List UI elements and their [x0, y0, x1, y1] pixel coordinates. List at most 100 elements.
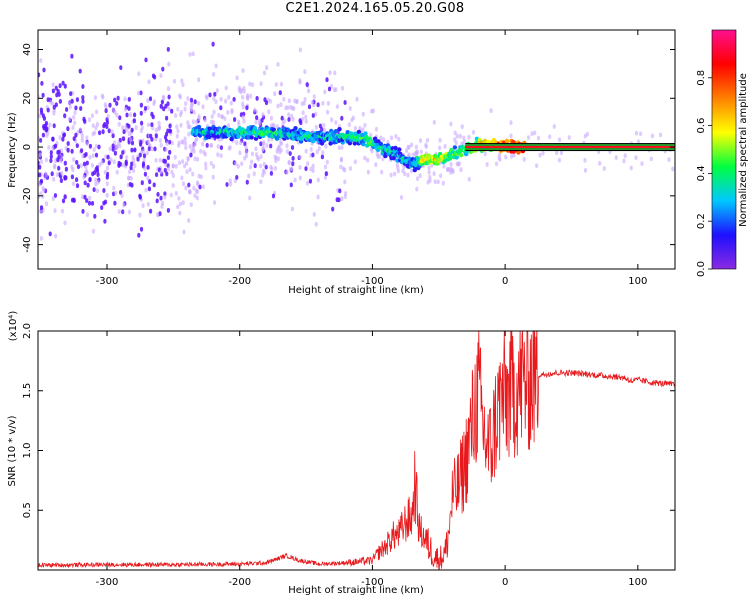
- spectrogram-speckle: [102, 123, 106, 129]
- spectrogram-speckle: [150, 146, 154, 152]
- spectrogram-speckle: [203, 117, 207, 123]
- spectrogram-speckle: [298, 118, 302, 124]
- spectrogram-speckle: [260, 118, 264, 123]
- spectrogram-speckle: [72, 181, 76, 187]
- spectrogram-speckle: [262, 161, 266, 167]
- spectrogram-speckle: [38, 113, 42, 119]
- spectrogram-y-axis-title: Frequency (Hz): [7, 112, 18, 188]
- spectrogram-speckle: [133, 163, 137, 169]
- spectrogram-speckle: [90, 113, 94, 119]
- spectrogram-speckle: [187, 182, 191, 188]
- spectrogram-speckle: [157, 124, 161, 130]
- spectrogram-speckle: [278, 90, 282, 96]
- spectrogram-speckle: [159, 169, 163, 175]
- spectrogram-speckle: [105, 165, 110, 171]
- spectrogram-speckle: [467, 134, 471, 140]
- spectrogram-speckle: [115, 169, 119, 175]
- spectrogram-speckle: [213, 200, 217, 206]
- spectrogram-speckle: [192, 109, 196, 115]
- spectrogram-speckle: [72, 136, 76, 142]
- spectrogram-speckle: [209, 143, 213, 148]
- spectrogram-speckle: [129, 112, 133, 117]
- spectrogram-speckle: [538, 152, 542, 158]
- spectrogram-speckle: [158, 211, 162, 217]
- spectrogram-speckle: [61, 80, 65, 86]
- spectrogram-speckle: [162, 106, 166, 112]
- spectrogram-speckle: [213, 91, 217, 97]
- spectrogram-speckle: [183, 136, 187, 142]
- spectrogram-speckle: [186, 124, 190, 129]
- spectrogram-speckle: [267, 137, 271, 143]
- spectrogram-speckle: [228, 145, 232, 151]
- spectrogram-speckle: [85, 160, 89, 166]
- spectrogram-speckle: [167, 94, 171, 100]
- spectrogram-speckle: [649, 156, 653, 162]
- spectrogram-speckle: [212, 164, 216, 169]
- spectrogram-speckle: [255, 115, 259, 121]
- spectrogram-speckle: [240, 161, 244, 167]
- spectrogram-speckle: [61, 136, 65, 142]
- spectrogram-speckle: [82, 174, 86, 180]
- spectrogram-speckle: [355, 96, 359, 102]
- spectrogram-speckle: [104, 104, 108, 110]
- spectrogram-speckle: [44, 201, 49, 207]
- spectrogram-speckle: [323, 164, 328, 170]
- spectrogram-speckle: [410, 142, 414, 148]
- spectrogram-x-tick-label: -100: [361, 276, 384, 287]
- spectrogram-speckle: [239, 140, 243, 146]
- spectrogram-speckle: [115, 101, 119, 106]
- spectrogram-band-point: [447, 156, 453, 161]
- spectrogram-speckle: [366, 169, 370, 175]
- spectrogram-speckle: [288, 151, 292, 156]
- spectrogram-speckle: [88, 154, 92, 160]
- spectrogram-speckle: [174, 163, 178, 169]
- spectrogram-x-tick-label: 0: [502, 276, 508, 287]
- spectrogram-speckle: [451, 169, 455, 175]
- spectrogram-speckle: [230, 108, 234, 113]
- spectrogram-speckle: [436, 179, 440, 185]
- snr-x-axis-title: Height of straight line (km): [288, 585, 424, 596]
- spectrogram-speckle: [80, 148, 84, 154]
- spectrogram-speckle: [162, 95, 166, 101]
- colorbar-tick-label: 0.4: [696, 165, 707, 181]
- spectrogram-speckle: [64, 166, 68, 172]
- spectrogram-speckle: [351, 115, 355, 121]
- spectrogram-speckle: [94, 181, 98, 187]
- spectrogram-y-tick-label: 20: [22, 92, 33, 105]
- spectrogram-speckle: [87, 117, 92, 123]
- spectrogram-band-point: [387, 145, 392, 150]
- spectrogram-speckle: [53, 163, 57, 169]
- spectrogram-speckle: [70, 174, 74, 180]
- spectrogram-speckle: [219, 145, 223, 151]
- colorbar-tick-label: 0.8: [696, 70, 707, 86]
- spectrogram-speckle: [163, 134, 168, 140]
- spectrogram-band-point: [249, 135, 254, 140]
- spectrogram-speckle: [160, 204, 164, 209]
- spectrogram-speckle: [59, 158, 63, 164]
- spectrogram-speckle: [276, 156, 281, 162]
- spectrogram-speckle: [105, 174, 109, 180]
- colorbar-tick-label: 0.6: [696, 118, 707, 134]
- spectrogram-speckle: [123, 107, 128, 112]
- spectrogram-speckle: [322, 122, 326, 128]
- spectrogram-speckle: [424, 142, 428, 148]
- spectrogram-speckle: [69, 91, 73, 96]
- spectrogram-speckle: [70, 148, 74, 154]
- spectrogram-speckle: [113, 150, 117, 156]
- spectrogram-speckle: [80, 133, 84, 139]
- spectrogram-speckle: [510, 154, 514, 159]
- spectrogram-speckle: [86, 182, 90, 188]
- spectrogram-speckle: [53, 193, 58, 198]
- spectrogram-speckle: [186, 120, 190, 126]
- spectrogram-speckle: [348, 106, 352, 111]
- spectrogram-speckle: [166, 128, 170, 134]
- spectrogram-speckle: [409, 168, 414, 174]
- spectrogram-speckle: [41, 92, 45, 98]
- spectrogram-speckle: [87, 200, 92, 206]
- spectrogram-speckle: [427, 169, 431, 175]
- spectrogram-speckle: [148, 96, 153, 102]
- spectrogram-speckle: [41, 186, 45, 191]
- spectrogram-speckle: [181, 159, 185, 164]
- spectrogram-speckle: [83, 180, 87, 186]
- spectrogram-speckle: [163, 191, 167, 197]
